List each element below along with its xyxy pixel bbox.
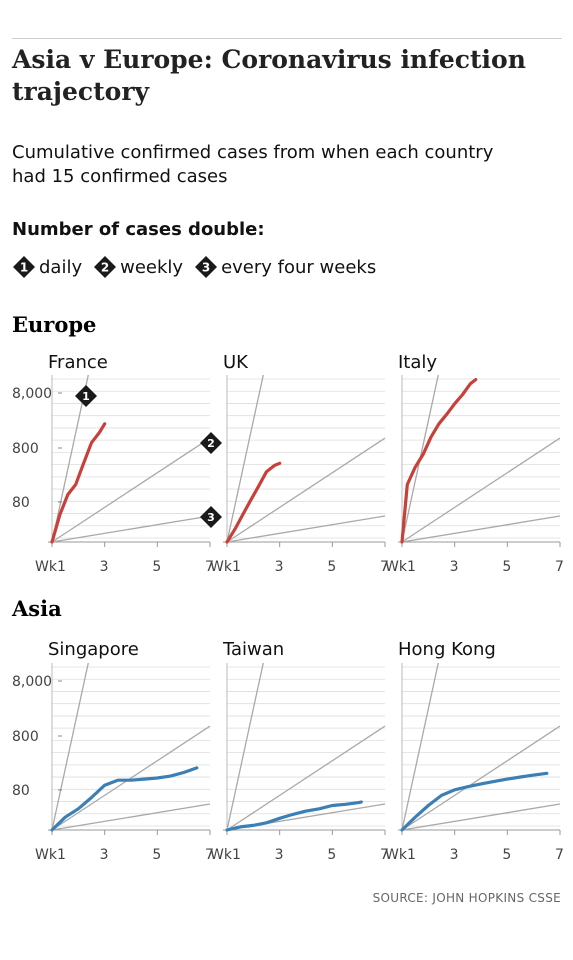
legend-marker-number: 1 <box>20 261 28 275</box>
marker-number: 1 <box>82 390 90 403</box>
x-tick-label: 5 <box>152 559 161 575</box>
reference-line-3 <box>51 803 211 831</box>
x-tick-label: Wk1 <box>385 559 416 575</box>
panel-title: Italy <box>398 352 437 373</box>
x-tick-label: 7 <box>205 847 214 863</box>
reference-line-3 <box>401 803 561 831</box>
legend-marker-number: 2 <box>101 261 109 275</box>
y-tick-label: 80 <box>12 495 30 511</box>
reference-marker-2: 2 <box>200 432 222 454</box>
series-line-uk <box>225 461 282 544</box>
reference-line-2 <box>226 437 386 543</box>
reference-line-2 <box>51 725 211 831</box>
x-tick-label: Wk1 <box>385 847 416 863</box>
top-rule <box>12 38 562 39</box>
diamond-marker-icon <box>200 506 222 528</box>
legend-marker-number: 3 <box>202 261 210 275</box>
panel-title: France <box>48 352 108 373</box>
x-tick-label: Wk1 <box>210 559 241 575</box>
series-line-taiwan <box>225 800 363 832</box>
panel-france: France 8,000 800 80 Wk1 3 5 7 <box>12 352 214 575</box>
panel-taiwan: Taiwan Wk1 3 5 7 <box>210 639 389 863</box>
x-tick-label: 3 <box>275 847 284 863</box>
reference-marker-1: 1 <box>75 385 97 407</box>
reference-line-1 <box>51 662 89 831</box>
legend-title: Number of cases double: <box>12 219 265 240</box>
source-note: SOURCE: JOHN HOPKINS CSSE <box>372 891 561 905</box>
diamond-marker-icon <box>200 432 222 454</box>
x-tick-label: 3 <box>275 559 284 575</box>
y-tick-label: 8,000 <box>12 674 52 690</box>
panel-title: UK <box>223 352 249 373</box>
panel-title: Hong Kong <box>398 639 496 660</box>
series-line-singapore <box>50 766 199 832</box>
reference-line-3 <box>401 515 561 543</box>
reference-line-1 <box>226 662 264 831</box>
marker-number: 2 <box>207 437 215 450</box>
y-tick-label: 800 <box>12 441 39 457</box>
y-tick-label: 800 <box>12 729 39 745</box>
x-tick-label: 7 <box>205 559 214 575</box>
series-line-italy <box>400 378 478 544</box>
reference-line-1 <box>401 662 439 831</box>
x-tick-label: 3 <box>100 847 109 863</box>
series-line-france <box>50 422 107 544</box>
x-tick-label: Wk1 <box>35 847 66 863</box>
asia-section-label: Asia <box>12 596 62 621</box>
marker-number: 3 <box>207 511 215 524</box>
panel-uk: UK Wk1 3 5 7 <box>210 352 389 575</box>
legend-item-weekly: 2 weekly <box>93 255 183 279</box>
reference-line-2 <box>401 437 561 543</box>
legend-item-four-weeks: 3 every four weeks <box>194 255 376 279</box>
x-tick-label: 5 <box>502 559 511 575</box>
reference-line-2 <box>401 725 561 831</box>
legend-item-daily: 1 daily <box>12 255 82 279</box>
reference-line-2 <box>51 437 211 543</box>
legend-label: every four weeks <box>221 256 377 278</box>
diamond-marker-icon: 2 <box>94 256 117 278</box>
diamond-marker-icon: 1 <box>13 256 35 278</box>
x-tick-label: 7 <box>380 847 389 863</box>
x-tick-label: 5 <box>327 847 336 863</box>
x-tick-label: 5 <box>152 847 161 863</box>
chart-title: Asia v Europe: Coronavirus infection tra… <box>12 45 526 106</box>
x-tick-label: 5 <box>327 559 336 575</box>
panel-singapore: Singapore 8,000 800 80 Wk1 3 5 7 <box>12 639 214 863</box>
panel-title: Taiwan <box>222 639 284 660</box>
panel-title: Singapore <box>48 639 139 660</box>
reference-line-3 <box>51 515 211 543</box>
reference-line-1 <box>226 374 264 543</box>
x-tick-label: 7 <box>380 559 389 575</box>
x-tick-label: 7 <box>555 847 564 863</box>
x-tick-label: Wk1 <box>210 847 241 863</box>
diamond-marker-icon: 3 <box>195 256 218 278</box>
europe-section-label: Europe <box>12 312 97 337</box>
x-tick-label: 3 <box>450 559 459 575</box>
x-tick-label: 3 <box>100 559 109 575</box>
reference-line-2 <box>226 725 386 831</box>
y-tick-label: 8,000 <box>12 386 52 402</box>
y-tick-label: 80 <box>12 783 30 799</box>
panel-italy: Italy Wk1 3 5 7 <box>385 352 564 575</box>
series-line-hong-kong <box>400 771 549 832</box>
x-tick-label: 7 <box>555 559 564 575</box>
diamond-marker-icon <box>75 385 97 407</box>
legend-label: daily <box>39 256 83 278</box>
reference-line-3 <box>226 515 386 543</box>
x-tick-label: Wk1 <box>35 559 66 575</box>
chart-subtitle: Cumulative confirmed cases from when eac… <box>12 142 494 187</box>
panel-hong-kong: Hong Kong Wk1 3 5 7 <box>385 639 564 863</box>
x-tick-label: 3 <box>450 847 459 863</box>
x-tick-label: 5 <box>502 847 511 863</box>
reference-marker-3: 3 <box>200 506 222 528</box>
legend-label: weekly <box>120 256 184 278</box>
legend: 1 daily 2 weekly 3 every four weeks <box>12 255 387 279</box>
